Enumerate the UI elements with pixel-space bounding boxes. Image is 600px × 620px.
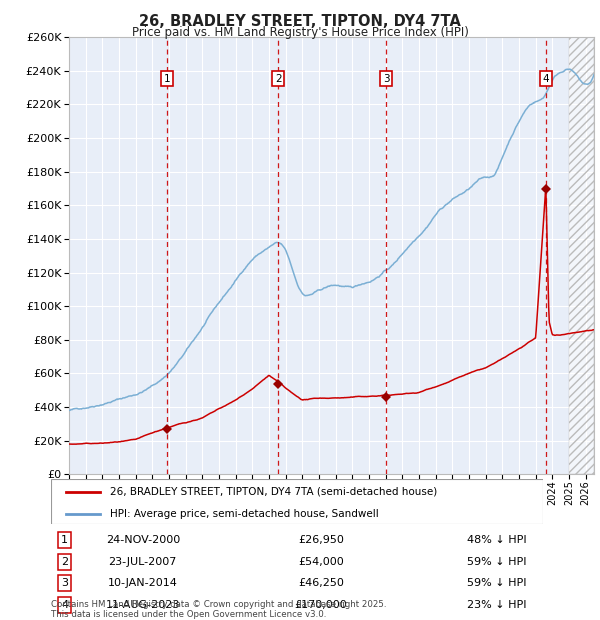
Text: 3: 3 (61, 578, 68, 588)
Text: 59% ↓ HPI: 59% ↓ HPI (467, 557, 526, 567)
Text: 3: 3 (383, 74, 389, 84)
Text: £26,950: £26,950 (298, 535, 344, 545)
Text: 24-NOV-2000: 24-NOV-2000 (106, 535, 180, 545)
Text: 10-JAN-2014: 10-JAN-2014 (108, 578, 178, 588)
Bar (569, 37, 594, 474)
Text: 11-AUG-2023: 11-AUG-2023 (106, 600, 180, 609)
Text: 1: 1 (61, 535, 68, 545)
FancyBboxPatch shape (51, 479, 543, 524)
Text: 4: 4 (542, 74, 549, 84)
Text: 4: 4 (61, 600, 68, 609)
Text: Contains HM Land Registry data © Crown copyright and database right 2025.
This d: Contains HM Land Registry data © Crown c… (51, 600, 386, 619)
Text: 23-JUL-2007: 23-JUL-2007 (109, 557, 177, 567)
Text: Price paid vs. HM Land Registry's House Price Index (HPI): Price paid vs. HM Land Registry's House … (131, 26, 469, 39)
Text: 1: 1 (164, 74, 170, 84)
Text: £54,000: £54,000 (298, 557, 344, 567)
Text: 2: 2 (61, 557, 68, 567)
Text: 26, BRADLEY STREET, TIPTON, DY4 7TA (semi-detached house): 26, BRADLEY STREET, TIPTON, DY4 7TA (sem… (110, 487, 437, 497)
Text: 26, BRADLEY STREET, TIPTON, DY4 7TA: 26, BRADLEY STREET, TIPTON, DY4 7TA (139, 14, 461, 29)
Text: HPI: Average price, semi-detached house, Sandwell: HPI: Average price, semi-detached house,… (110, 509, 379, 519)
Text: £46,250: £46,250 (298, 578, 344, 588)
Text: 23% ↓ HPI: 23% ↓ HPI (467, 600, 526, 609)
Text: £170,000: £170,000 (295, 600, 347, 609)
Text: 2: 2 (275, 74, 281, 84)
Text: 48% ↓ HPI: 48% ↓ HPI (467, 535, 526, 545)
Text: 59% ↓ HPI: 59% ↓ HPI (467, 578, 526, 588)
